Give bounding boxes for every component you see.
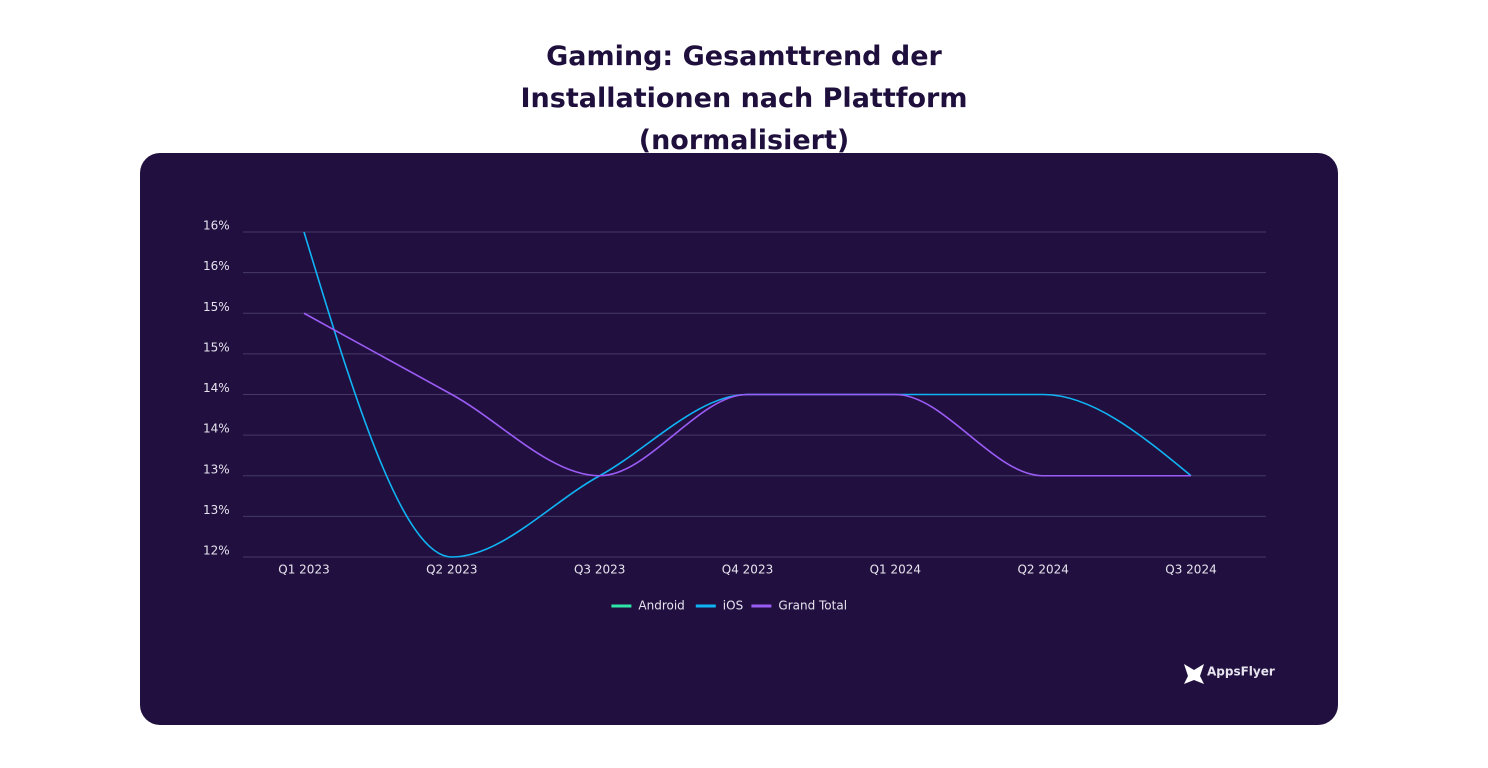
y-tick-label: 15% <box>203 300 230 314</box>
x-tick-label: Q4 2023 <box>722 563 773 577</box>
chart-card <box>140 153 1338 725</box>
brand-name: AppsFlyer <box>1207 665 1275 679</box>
y-tick-label: 14% <box>203 381 230 395</box>
x-tick-label: Q1 2024 <box>870 563 921 577</box>
brand-logo <box>1184 664 1204 684</box>
y-tick-label: 13% <box>203 503 230 517</box>
series-line <box>303 231 1192 558</box>
y-tick-label: 14% <box>203 422 230 436</box>
y-tick-label: 13% <box>203 462 230 476</box>
y-tick-label: 15% <box>203 340 230 354</box>
y-tick-label: 16% <box>203 259 230 273</box>
x-tick-label: Q3 2023 <box>574 563 625 577</box>
chart-title: Gaming: Gesamttrend der Installationen n… <box>520 41 968 156</box>
legend-label: Grand Total <box>778 599 847 613</box>
x-tick-label: Q1 2023 <box>278 563 329 577</box>
y-tick-label: 12% <box>203 544 230 558</box>
x-tick-label: Q3 2024 <box>1165 563 1216 577</box>
x-tick-label: Q2 2024 <box>1017 563 1068 577</box>
legend-label: iOS <box>723 599 743 613</box>
series-line <box>303 312 1191 477</box>
legend-label: Android <box>638 599 684 613</box>
x-tick-label: Q2 2023 <box>426 563 477 577</box>
y-tick-label: 16% <box>203 219 230 233</box>
